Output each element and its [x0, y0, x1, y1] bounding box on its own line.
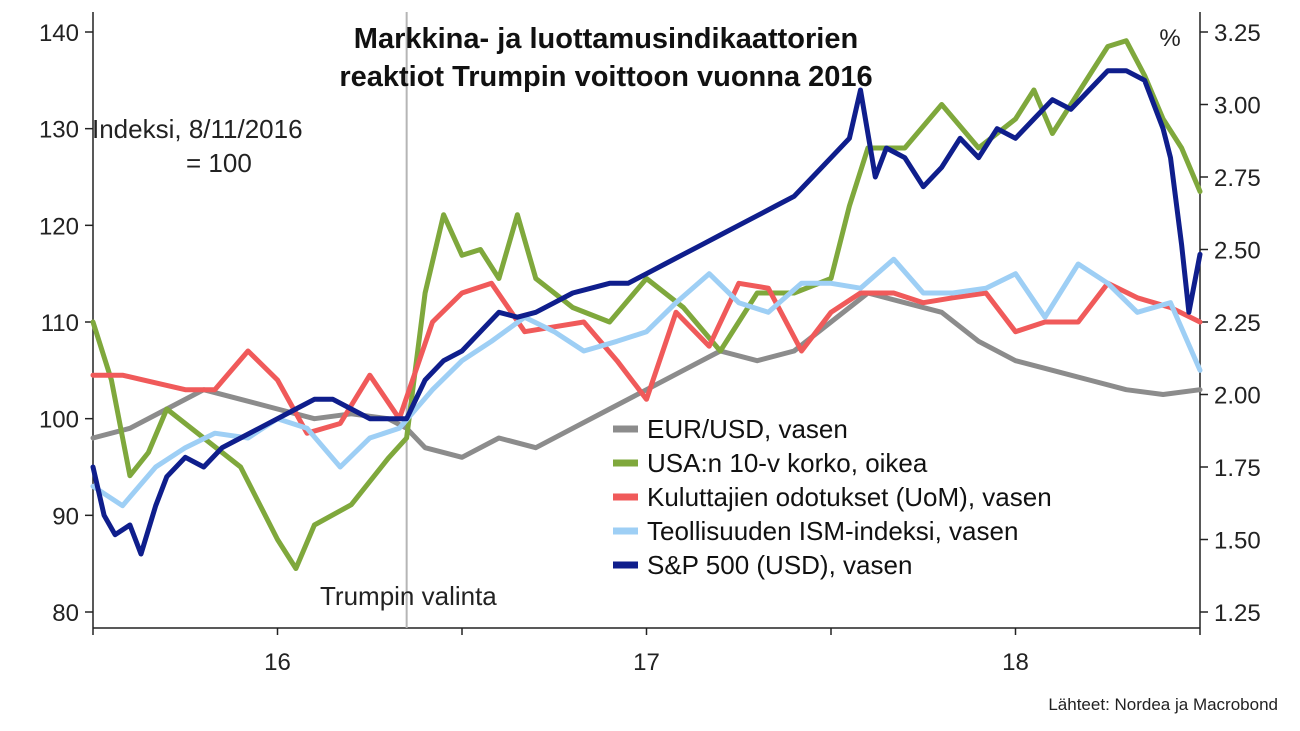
- legend-label-0: EUR/USD, vasen: [647, 414, 848, 444]
- legend-label-2: Kuluttajien odotukset (UoM), vasen: [647, 482, 1052, 512]
- series-line-4: [90, 68, 1203, 557]
- left-tick-label: 130: [39, 117, 79, 144]
- chart-title-line-2: reaktiot Trumpin voittoon vuonna 2016: [339, 61, 872, 93]
- left-tick-label: 140: [39, 20, 79, 47]
- right-tick-label: 2.75: [1214, 165, 1261, 192]
- series-line-2: [90, 280, 1203, 436]
- left-tick-label: 110: [41, 310, 79, 337]
- right-axis-unit: %: [1159, 25, 1180, 52]
- left-tick-label: 100: [39, 407, 79, 434]
- right-tick-label: 1.50: [1214, 528, 1261, 555]
- left-tick-label: 120: [39, 213, 79, 240]
- left-tick-label: 80: [52, 600, 79, 627]
- index-note-line-1: Indeksi, 8/11/2016: [92, 114, 303, 144]
- x-tick-label: 16: [264, 649, 291, 676]
- right-tick-label: 2.25: [1214, 310, 1261, 337]
- series-line-0: [90, 290, 1203, 460]
- legend-label-4: S&P 500 (USD), vasen: [647, 550, 912, 580]
- index-note-line-2: = 100: [186, 148, 252, 178]
- right-tick-label: 3.25: [1214, 20, 1261, 47]
- event-annotation: Trumpin valinta: [320, 581, 497, 611]
- right-tick-label: 2.50: [1214, 238, 1261, 265]
- right-tick-label: 1.75: [1214, 455, 1261, 482]
- source-note: Lähteet: Nordea ja Macrobond: [1048, 695, 1278, 714]
- series-line-1: [90, 38, 1203, 571]
- right-tick-label: 3.00: [1214, 93, 1261, 120]
- legend-label-1: USA:n 10-v korko, oikea: [647, 448, 928, 478]
- left-tick-label: 90: [52, 503, 79, 530]
- chart-title-line-1: Markkina- ja luottamusindikaattorien: [354, 23, 858, 55]
- right-tick-label: 2.00: [1214, 383, 1261, 410]
- x-tick-label: 17: [633, 649, 660, 676]
- x-tick-label: 18: [1002, 649, 1029, 676]
- legend-label-3: Teollisuuden ISM-indeksi, vasen: [647, 516, 1018, 546]
- right-tick-label: 1.25: [1214, 600, 1261, 627]
